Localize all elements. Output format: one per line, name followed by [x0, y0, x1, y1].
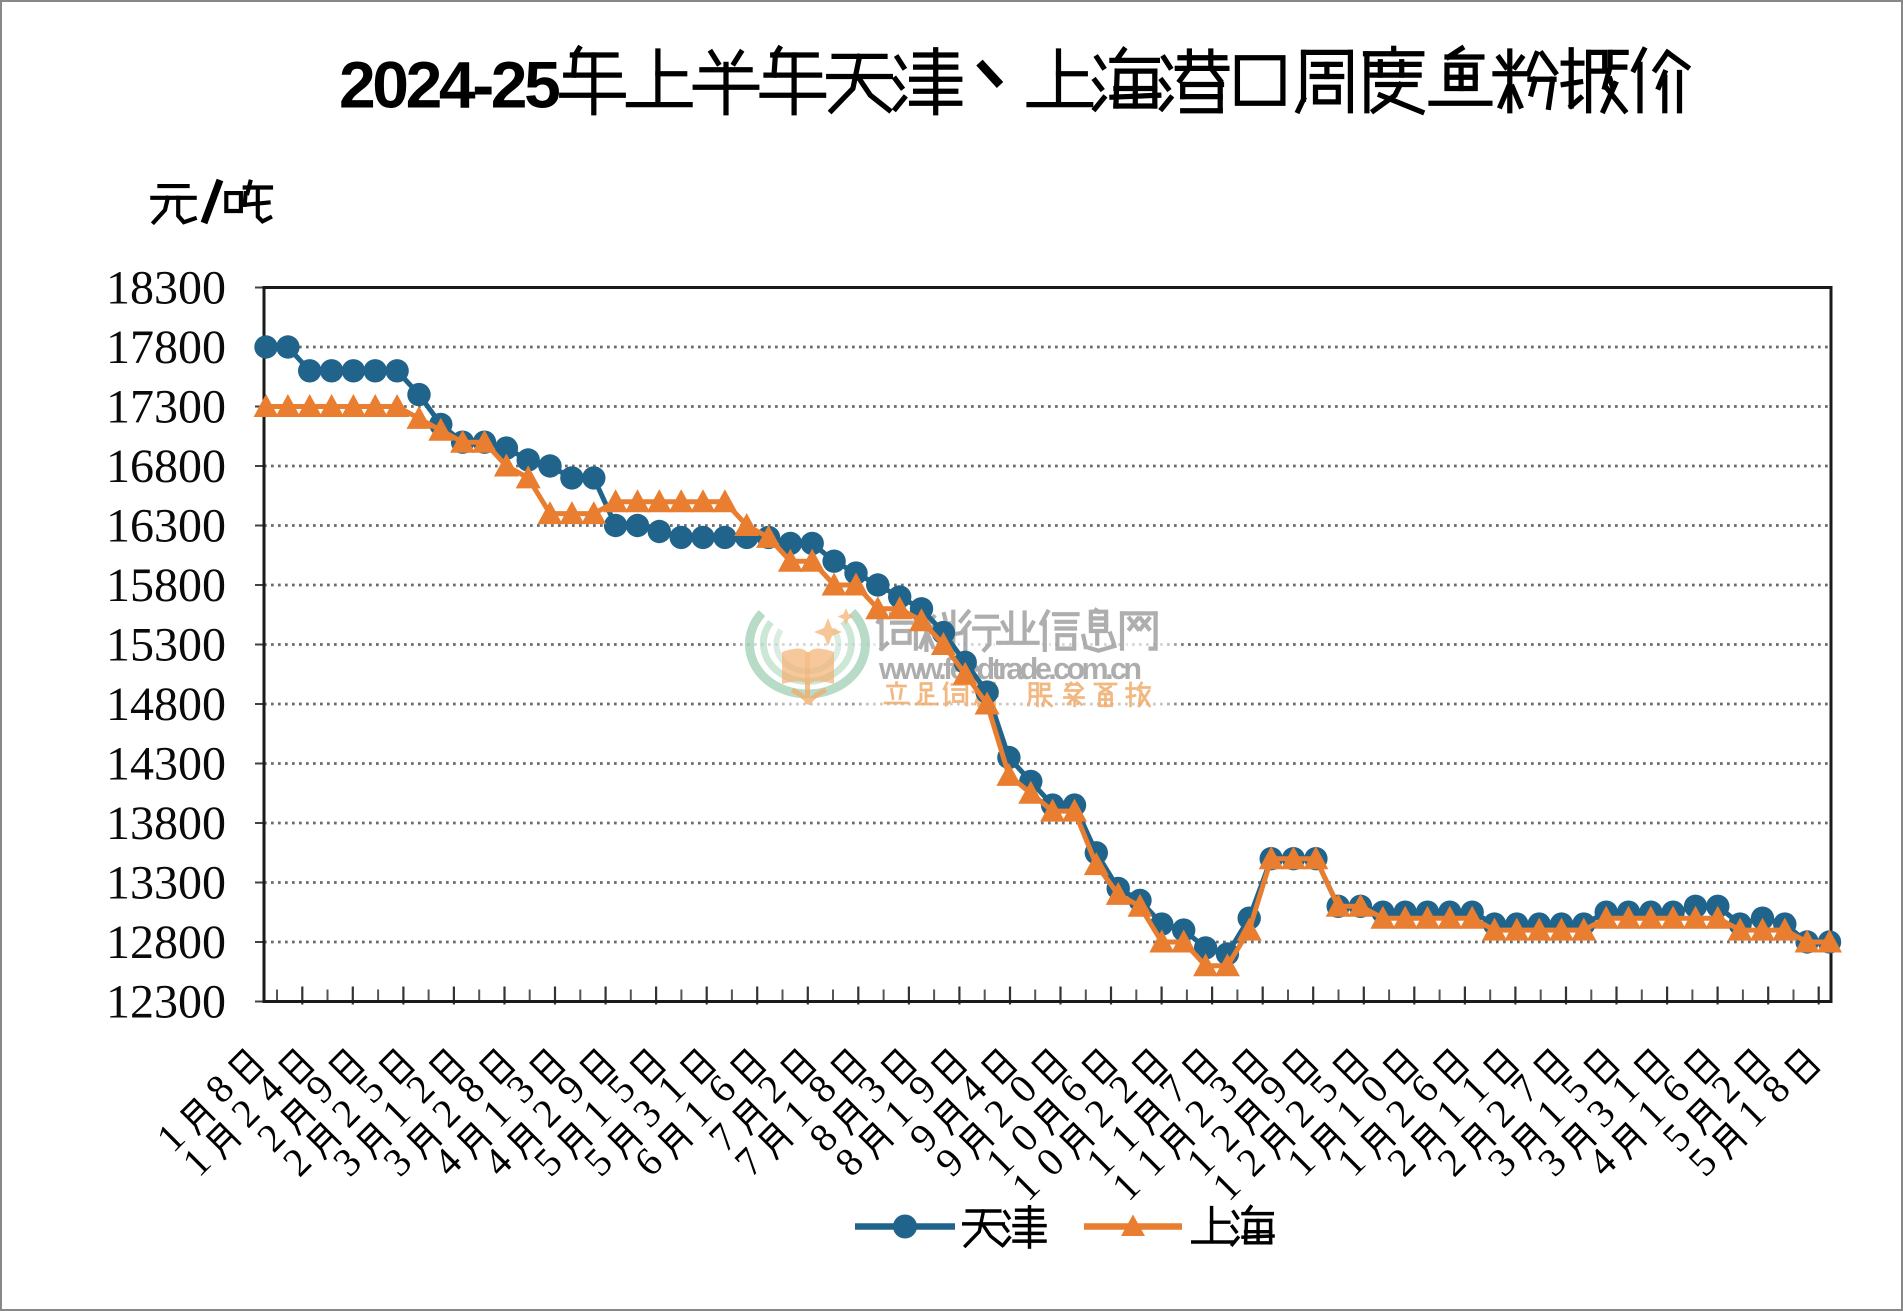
svg-text:16300: 16300 [106, 500, 226, 553]
svg-text:17800: 17800 [106, 321, 226, 374]
svg-text:17300: 17300 [106, 381, 226, 434]
svg-text:14300: 14300 [106, 738, 226, 791]
svg-text:12300: 12300 [106, 976, 226, 1029]
svg-text:2024-25: 2024-25 [339, 48, 559, 122]
svg-text:www.feedtrade.com.cn: www.feedtrade.com.cn [878, 652, 1142, 686]
svg-text:18300: 18300 [106, 262, 226, 315]
svg-text:16800: 16800 [106, 440, 226, 493]
svg-text:13300: 13300 [106, 857, 226, 910]
svg-text:12800: 12800 [106, 916, 226, 969]
svg-text:13800: 13800 [106, 797, 226, 850]
svg-text:14800: 14800 [106, 678, 226, 731]
svg-text:15300: 15300 [106, 619, 226, 672]
svg-text:15800: 15800 [106, 559, 226, 612]
